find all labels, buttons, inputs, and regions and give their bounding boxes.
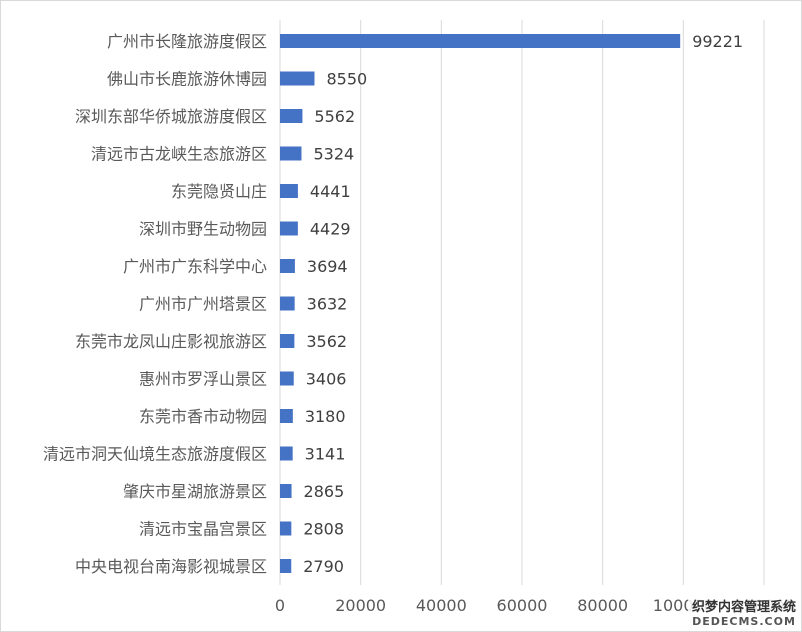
watermark: 织梦内容管理系统 DEDECMS.COM — [688, 596, 800, 630]
category-label: 东莞市龙凤山庄影视旅游区 — [75, 332, 267, 351]
bar — [280, 71, 315, 86]
bar — [280, 221, 298, 236]
x-tick-label: 20000 — [335, 596, 386, 615]
bar — [280, 34, 681, 48]
category-label: 广州市广州塔景区 — [139, 295, 267, 314]
bar-series — [280, 34, 681, 573]
bar — [280, 146, 302, 161]
bar — [280, 184, 298, 198]
category-label: 中央电视台南海影视城景区 — [75, 557, 267, 576]
bar — [280, 521, 292, 536]
value-label: 2790 — [303, 557, 344, 576]
value-label: 3406 — [306, 370, 347, 389]
value-label: 4429 — [310, 220, 351, 239]
category-labels: 广州市长隆旅游度假区佛山市长鹿旅游休博园深圳东部华侨城旅游度假区清远市古龙峡生态… — [43, 32, 267, 576]
value-label: 4441 — [310, 182, 351, 201]
value-label: 99221 — [692, 32, 743, 51]
category-label: 东莞隐贤山庄 — [171, 182, 267, 201]
category-label: 深圳东部华侨城旅游度假区 — [75, 107, 267, 126]
bar — [280, 409, 293, 423]
value-label: 3694 — [307, 257, 348, 276]
category-label: 广州市广东科学中心 — [123, 257, 267, 276]
category-label: 清远市洞天仙境生态旅游度假区 — [43, 445, 267, 464]
bar — [280, 371, 294, 386]
value-label: 5324 — [313, 145, 354, 164]
bar — [280, 259, 295, 273]
x-tick-label: 80000 — [577, 596, 628, 615]
category-label: 广州市长隆旅游度假区 — [107, 32, 267, 51]
x-tick-label: 60000 — [497, 596, 548, 615]
watermark-line2: DEDECMS.COM — [692, 615, 796, 628]
value-label: 3562 — [306, 332, 347, 351]
bar — [280, 109, 303, 123]
category-label: 肇庆市星湖旅游景区 — [123, 482, 267, 501]
category-label: 佛山市长鹿旅游休博园 — [107, 70, 267, 89]
value-label: 8550 — [326, 70, 367, 89]
value-label: 5562 — [314, 107, 355, 126]
value-label: 3180 — [305, 407, 346, 426]
category-label: 清远市古龙峡生态旅游区 — [91, 145, 267, 164]
watermark-line1: 织梦内容管理系统 — [692, 599, 796, 615]
category-label: 深圳市野生动物园 — [139, 220, 267, 239]
value-label: 3632 — [307, 295, 348, 314]
gridlines — [279, 20, 765, 585]
bar — [280, 559, 292, 573]
bar — [280, 334, 295, 348]
x-tick-label: 0 — [275, 596, 285, 615]
x-tick-label: 40000 — [416, 596, 467, 615]
category-label: 清远市宝晶宫景区 — [139, 520, 267, 539]
watermark-background — [688, 596, 800, 630]
value-label: 3141 — [305, 445, 346, 464]
bar — [280, 484, 292, 498]
category-label: 东莞市香市动物园 — [139, 407, 267, 426]
bar — [280, 446, 293, 461]
category-label: 惠州市罗浮山景区 — [139, 370, 267, 389]
value-label: 2865 — [304, 482, 345, 501]
value-labels: 99221 8550 5562 5324 4441 4429 3694 3632 3562 340… — [303, 32, 743, 576]
bar — [280, 296, 295, 311]
value-label: 2808 — [303, 520, 344, 539]
